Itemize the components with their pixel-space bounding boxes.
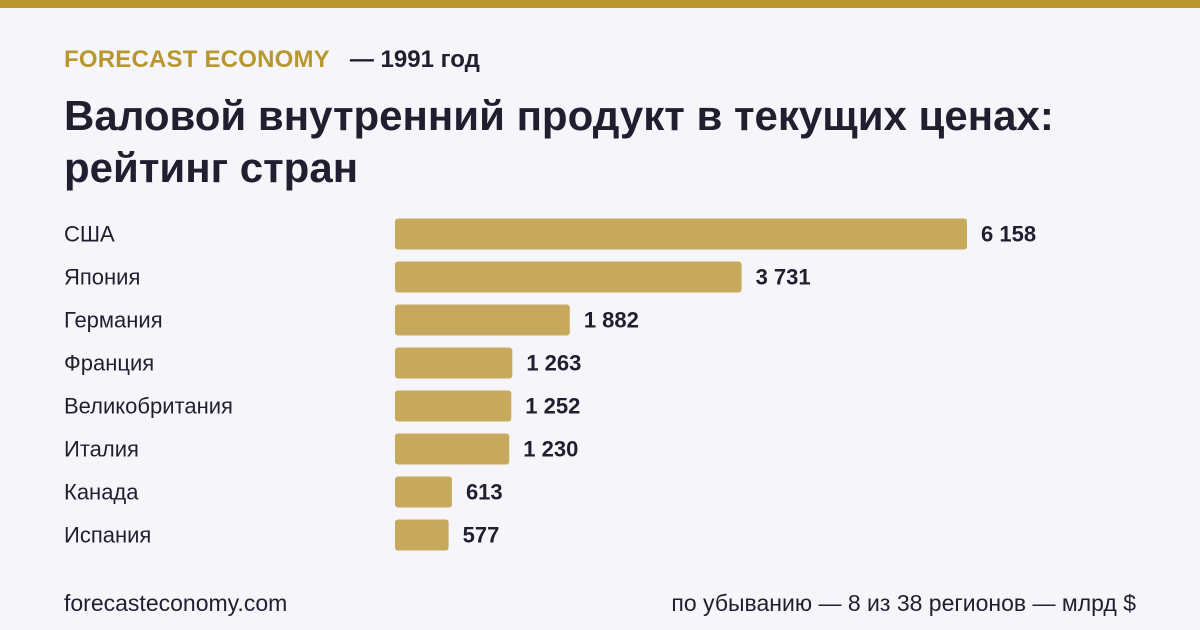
value-label: 1 252 [525, 394, 580, 419]
bar [395, 218, 967, 250]
value-label: 1 230 [523, 437, 578, 462]
top-accent-bar [0, 0, 1200, 8]
value-label: 613 [466, 480, 503, 505]
value-label: 1 263 [526, 351, 581, 376]
site-url: forecasteconomy.com [64, 590, 288, 616]
value-label: 577 [463, 523, 500, 548]
bar [395, 476, 452, 508]
value-label: 3 731 [756, 265, 811, 290]
year-label: — 1991 год [349, 46, 480, 73]
category-label: Франция [64, 351, 154, 376]
bar [395, 519, 449, 551]
category-label: Германия [64, 308, 163, 333]
bar [395, 433, 510, 465]
category-label: Великобритания [64, 394, 233, 419]
bar [395, 347, 513, 379]
value-label: 1 882 [584, 308, 639, 333]
category-label: США [64, 222, 115, 247]
brand-name: FORECAST ECONOMY [64, 46, 330, 73]
bar [395, 390, 512, 422]
category-label: Япония [64, 265, 140, 290]
bar [395, 304, 570, 336]
category-label: Италия [64, 437, 139, 462]
page-title: Валовой внутренний продукт в текущих цен… [64, 92, 1054, 191]
bar [395, 261, 742, 293]
header-line: FORECAST ECONOMY — 1991 год [64, 44, 480, 76]
bar-chart: США 6 158 Япония 3 731 Германия 1 882 Франция 1… [64, 218, 1036, 551]
footer-note: по убыванию — 8 из 38 регионов — млрд $ [671, 590, 1136, 616]
value-label: 6 158 [981, 222, 1036, 247]
category-label: Канада [64, 480, 139, 505]
category-label: Испания [64, 523, 151, 548]
